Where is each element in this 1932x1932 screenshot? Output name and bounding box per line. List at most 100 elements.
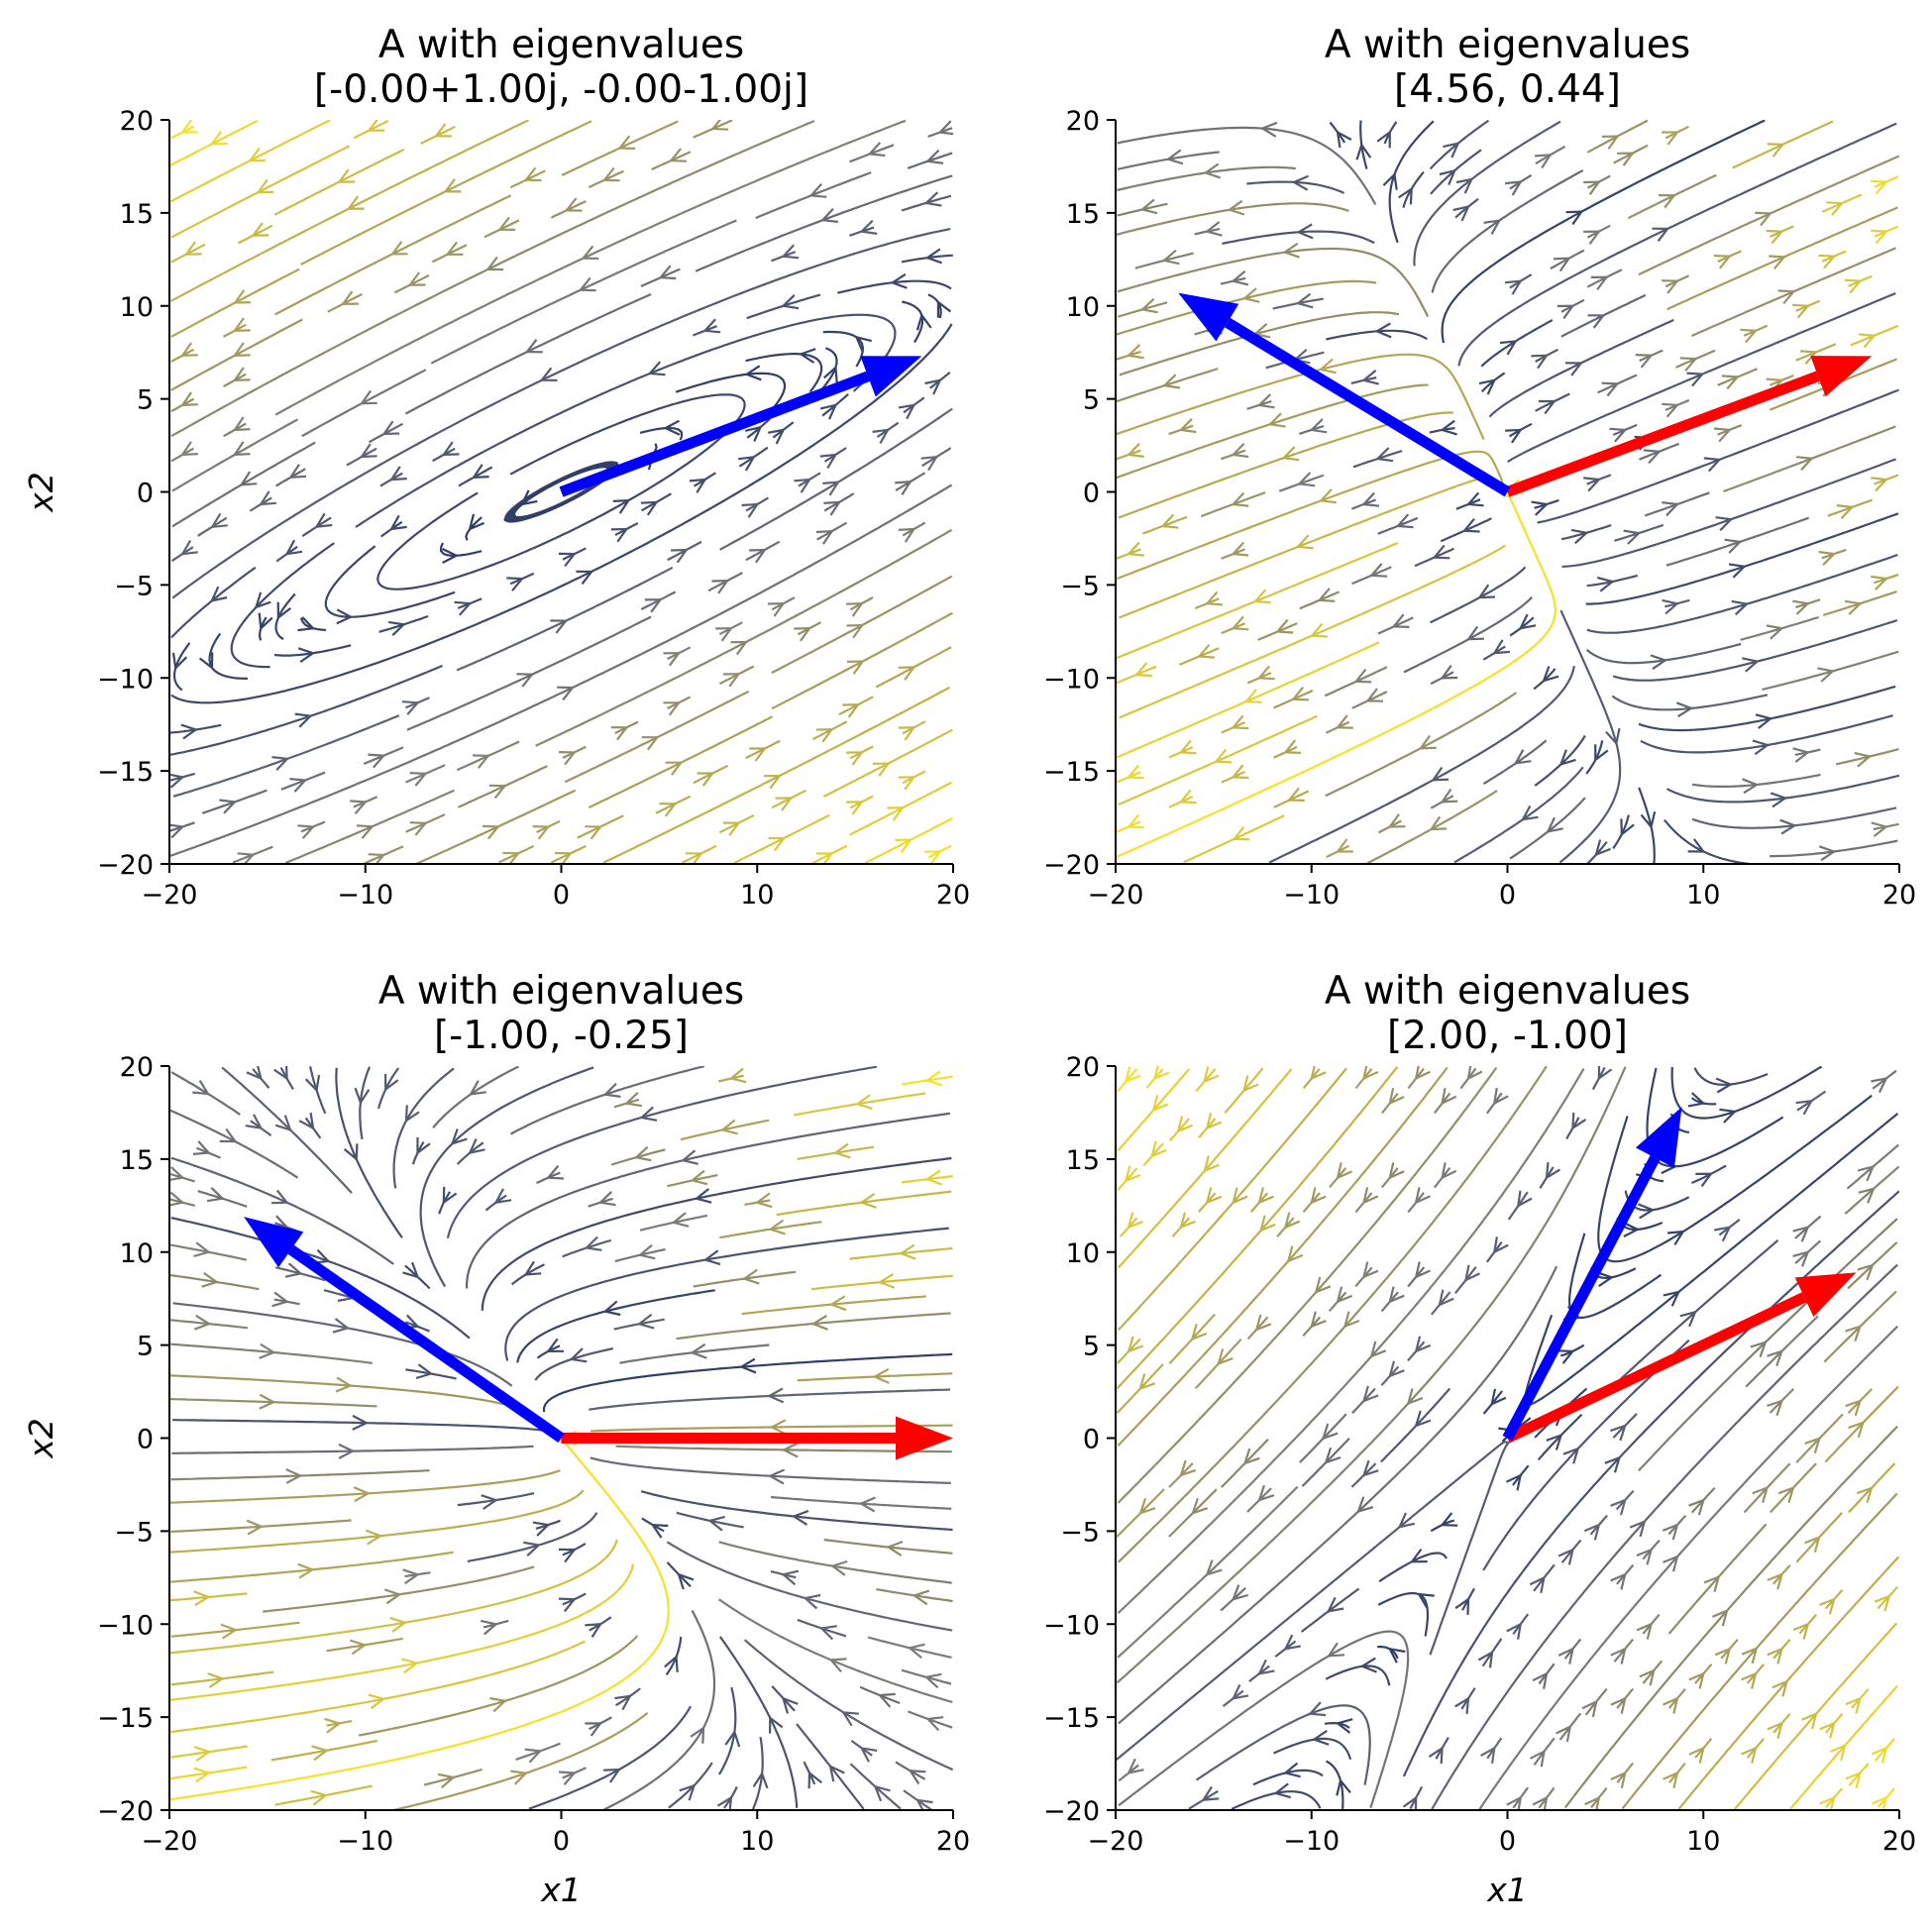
- stream-arrow: [872, 428, 891, 445]
- streamline: [221, 1066, 353, 1194]
- stream-arrow: [1443, 142, 1460, 159]
- stream-arrow: [1179, 1459, 1197, 1477]
- stream-arrow: [1126, 764, 1144, 780]
- stream-arrow: [1713, 427, 1732, 443]
- panel-2: −20 −10 0 10 20 −20 −15 −10 −5 0 5 10 15 20 A with eig…: [1043, 23, 1916, 911]
- x-tick-label: −20: [142, 880, 198, 911]
- stream-arrow: [557, 686, 576, 701]
- stream-arrow: [1767, 1349, 1784, 1367]
- y-tick-label: 15: [1066, 199, 1100, 230]
- stream-arrow: [259, 1393, 276, 1410]
- stream-arrow: [183, 241, 202, 256]
- stream-arrow: [819, 453, 838, 469]
- stream-arrow: [1859, 333, 1878, 349]
- stream-arrow: [716, 1795, 733, 1810]
- streamline: [169, 483, 953, 857]
- x-tick-label: −10: [337, 880, 393, 911]
- stream-arrow: [689, 478, 707, 493]
- stream-arrow: [180, 441, 198, 457]
- stream-arrow: [359, 389, 377, 405]
- stream-arrow: [1731, 599, 1750, 616]
- stream-arrow: [1504, 180, 1523, 196]
- stream-arrow: [1714, 1647, 1732, 1664]
- stream-arrow: [846, 623, 865, 639]
- stream-arrow: [219, 1127, 238, 1143]
- x-tick-label: 20: [1882, 880, 1916, 911]
- stream-arrow: [1845, 1325, 1863, 1342]
- stream-arrow: [324, 1717, 342, 1734]
- stream-arrow: [1662, 279, 1680, 294]
- stream-arrow: [1767, 143, 1785, 158]
- y-tick-label: 10: [120, 292, 154, 323]
- stream-arrow: [722, 673, 741, 688]
- streamline: [1429, 120, 1490, 170]
- stream-arrow: [248, 147, 267, 162]
- stream-arrow: [1318, 358, 1337, 375]
- stream-arrow: [232, 367, 251, 381]
- stream-arrow: [1604, 1455, 1622, 1473]
- stream-arrow: [898, 666, 916, 681]
- stream-arrow: [1256, 665, 1275, 681]
- stream-arrow: [564, 197, 583, 212]
- stream-arrow: [1382, 171, 1398, 190]
- stream-arrow: [794, 627, 812, 642]
- stream-arrow: [1792, 1226, 1810, 1242]
- stream-arrow: [1201, 1785, 1220, 1801]
- y-tick-label: −15: [1043, 1703, 1100, 1734]
- stream-arrow: [1283, 739, 1302, 754]
- stream-arrow: [1804, 1437, 1822, 1454]
- stream-arrow: [614, 1694, 632, 1711]
- stream-arrow: [1742, 657, 1760, 673]
- stream-arrow: [169, 823, 185, 839]
- stream-arrow: [387, 620, 406, 636]
- eigenvector-2-head: [1178, 292, 1239, 342]
- y-tick-label: −15: [97, 757, 154, 788]
- stream-arrow: [828, 1764, 845, 1782]
- stream-arrow: [610, 726, 629, 741]
- stream-arrow: [346, 195, 365, 210]
- y-tick-label: 15: [120, 1145, 154, 1176]
- stream-arrow: [711, 579, 730, 594]
- stream-arrow: [441, 441, 460, 457]
- streamline: [1222, 230, 1375, 245]
- stream-arrow: [193, 1314, 212, 1331]
- stream-arrow: [1138, 1373, 1155, 1391]
- stream-arrow: [820, 208, 838, 223]
- stream-arrow: [664, 1654, 679, 1672]
- stream-arrow: [1477, 584, 1496, 599]
- stream-arrow: [1176, 1116, 1194, 1133]
- y-tick-label: −15: [97, 1703, 154, 1734]
- stream-arrow: [298, 1112, 315, 1130]
- stream-arrow: [602, 1300, 621, 1317]
- stream-arrow: [198, 652, 214, 671]
- stream-arrow: [822, 365, 838, 383]
- streamline: [1402, 170, 1425, 208]
- stream-arrow: [193, 1241, 212, 1257]
- stream-arrow: [337, 168, 356, 183]
- stream-arrow: [1369, 563, 1388, 578]
- stream-arrow: [1361, 1459, 1379, 1477]
- panel-3: −20 −10 0 10 20 −20 −15 −10 −5 0 5 10 15 20 A with eig…: [22, 969, 970, 1909]
- stream-arrow: [1138, 1497, 1156, 1515]
- stream-arrow: [1590, 275, 1609, 291]
- stream-arrow: [442, 548, 460, 564]
- stream-arrow: [1659, 194, 1676, 209]
- stream-arrow: [1231, 1683, 1249, 1700]
- stream-arrow: [1335, 1718, 1353, 1734]
- stream-arrow: [349, 1639, 368, 1656]
- stream-arrow: [1256, 393, 1275, 409]
- y-tick-label: 5: [1083, 385, 1100, 416]
- stream-arrow: [1777, 1485, 1795, 1504]
- stream-arrow: [558, 751, 577, 766]
- stream-arrow: [1454, 1696, 1470, 1715]
- stream-arrow: [169, 773, 185, 789]
- stream-arrow: [925, 1716, 944, 1732]
- stream-arrow: [767, 1468, 786, 1485]
- eigenvector-1-shaft: [1505, 371, 1820, 497]
- stream-arrow: [1844, 278, 1863, 294]
- streamline: [1585, 512, 1899, 605]
- stream-arrow: [1629, 1519, 1647, 1538]
- stream-arrow: [624, 1092, 642, 1108]
- stream-arrow: [1440, 664, 1458, 680]
- stream-arrow: [1742, 778, 1760, 795]
